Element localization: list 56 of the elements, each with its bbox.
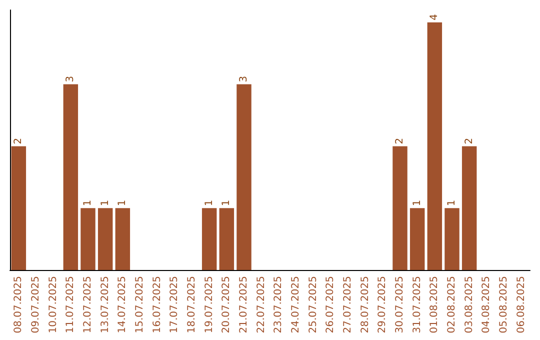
x-tick-label: 19.07.2025 bbox=[204, 276, 215, 334]
x-tick-label: 27.07.2025 bbox=[342, 276, 354, 334]
bar bbox=[392, 146, 408, 270]
data-label: 1 bbox=[100, 200, 111, 206]
x-tick-label: 31.07.2025 bbox=[412, 276, 423, 334]
x-tick-label: 26.07.2025 bbox=[325, 276, 336, 334]
data-label: 1 bbox=[221, 200, 232, 206]
x-tick-label: 02.08.2025 bbox=[446, 276, 458, 334]
x-tick-label: 11.07.2025 bbox=[65, 276, 76, 334]
x-tick-label: 05.08.2025 bbox=[498, 276, 510, 334]
x-tick-label: 24.07.2025 bbox=[290, 276, 302, 334]
bar bbox=[98, 208, 113, 270]
x-tick-label: 14.07.2025 bbox=[117, 276, 128, 334]
bar bbox=[219, 208, 234, 270]
data-label: 2 bbox=[394, 138, 406, 144]
x-tick-label: 09.07.2025 bbox=[30, 276, 42, 334]
x-tick-label: 04.08.2025 bbox=[481, 276, 492, 334]
bar bbox=[202, 208, 217, 270]
data-label: 1 bbox=[446, 200, 458, 206]
x-tick-label: 15.07.2025 bbox=[134, 276, 146, 334]
x-tick-label: 23.07.2025 bbox=[273, 276, 284, 334]
x-tick-label: 03.08.2025 bbox=[464, 276, 475, 334]
bar bbox=[236, 84, 252, 270]
x-tick-label: 21.07.2025 bbox=[238, 276, 250, 334]
x-tick-label: 30.07.2025 bbox=[394, 276, 406, 334]
data-label: 3 bbox=[65, 76, 76, 82]
x-tick-label: 08.07.2025 bbox=[13, 276, 24, 334]
x-tick-label: 10.07.2025 bbox=[48, 276, 59, 334]
x-tick-label: 13.07.2025 bbox=[100, 276, 111, 334]
x-tick-label: 06.08.2025 bbox=[516, 276, 527, 334]
data-label: 1 bbox=[117, 200, 128, 206]
x-tick-label: 20.07.2025 bbox=[221, 276, 232, 334]
x-tick-label: 22.07.2025 bbox=[256, 276, 267, 334]
data-label: 2 bbox=[13, 138, 24, 144]
data-label: 3 bbox=[238, 76, 250, 82]
x-tick-label: 25.07.2025 bbox=[308, 276, 319, 334]
x-tick-label: 17.07.2025 bbox=[169, 276, 180, 334]
data-label: 2 bbox=[464, 138, 475, 144]
x-tick-label: 29.07.2025 bbox=[377, 276, 388, 334]
bar bbox=[63, 84, 78, 270]
bar bbox=[80, 208, 96, 270]
data-label: 1 bbox=[82, 200, 94, 206]
data-label: 1 bbox=[204, 200, 215, 206]
x-tick-label: 12.07.2025 bbox=[82, 276, 94, 334]
bar bbox=[115, 208, 130, 270]
x-tick-label: 01.08.2025 bbox=[429, 276, 440, 334]
data-label: 1 bbox=[412, 200, 423, 206]
data-label: 4 bbox=[429, 14, 440, 20]
bar bbox=[444, 208, 460, 270]
x-tick-label: 16.07.2025 bbox=[152, 276, 163, 334]
bar bbox=[427, 22, 442, 270]
bar bbox=[410, 208, 425, 270]
bar bbox=[462, 146, 477, 270]
x-tick-label: 28.07.2025 bbox=[360, 276, 371, 334]
x-tick-label: 18.07.2025 bbox=[186, 276, 198, 334]
bar bbox=[11, 146, 26, 270]
